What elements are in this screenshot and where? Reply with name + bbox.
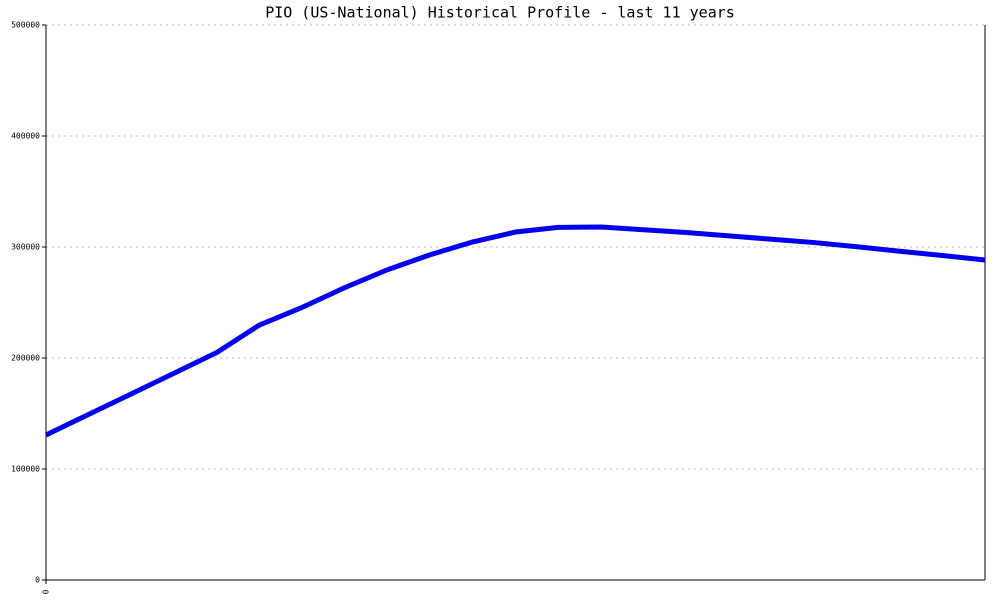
x-tick-label: 0 [42,589,51,594]
y-tick-label: 200000 [11,354,40,363]
y-tick-label: 500000 [11,21,40,30]
chart-title: PIO (US-National) Historical Profile - l… [265,4,735,22]
y-tick-label: 400000 [11,132,40,141]
y-tick-label: 100000 [11,465,40,474]
y-tick-label: 0 [35,576,40,585]
y-tick-label: 300000 [11,243,40,252]
line [44,224,986,438]
